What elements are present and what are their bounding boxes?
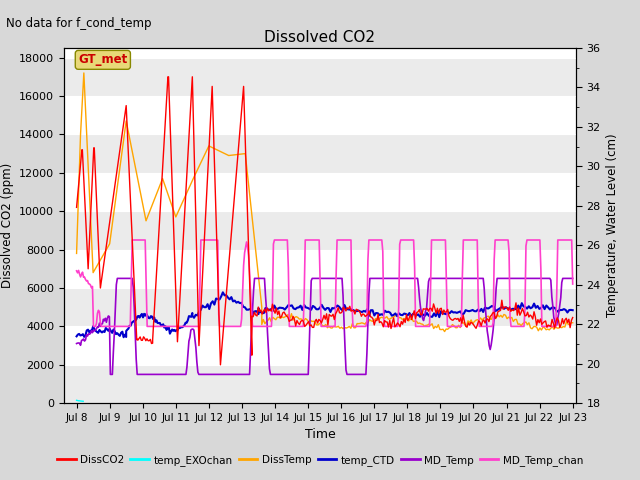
Bar xyxy=(64,96,576,134)
Text: No data for f_cond_temp: No data for f_cond_temp xyxy=(6,17,152,30)
Bar xyxy=(64,173,576,211)
Bar xyxy=(64,211,576,250)
Y-axis label: Dissolved CO2 (ppm): Dissolved CO2 (ppm) xyxy=(1,163,13,288)
Bar xyxy=(64,326,576,365)
Bar xyxy=(64,250,576,288)
Bar xyxy=(64,365,576,403)
Bar xyxy=(64,58,576,96)
X-axis label: Time: Time xyxy=(305,429,335,442)
Title: Dissolved CO2: Dissolved CO2 xyxy=(264,30,376,46)
Y-axis label: Temperature, Water Level (cm): Temperature, Water Level (cm) xyxy=(606,134,620,317)
Bar xyxy=(64,288,576,326)
Bar xyxy=(64,134,576,173)
Text: GT_met: GT_met xyxy=(78,53,127,66)
Legend: DissCO2, temp_EXOchan, DissTemp, temp_CTD, MD_Temp, MD_Temp_chan: DissCO2, temp_EXOchan, DissTemp, temp_CT… xyxy=(53,451,587,470)
